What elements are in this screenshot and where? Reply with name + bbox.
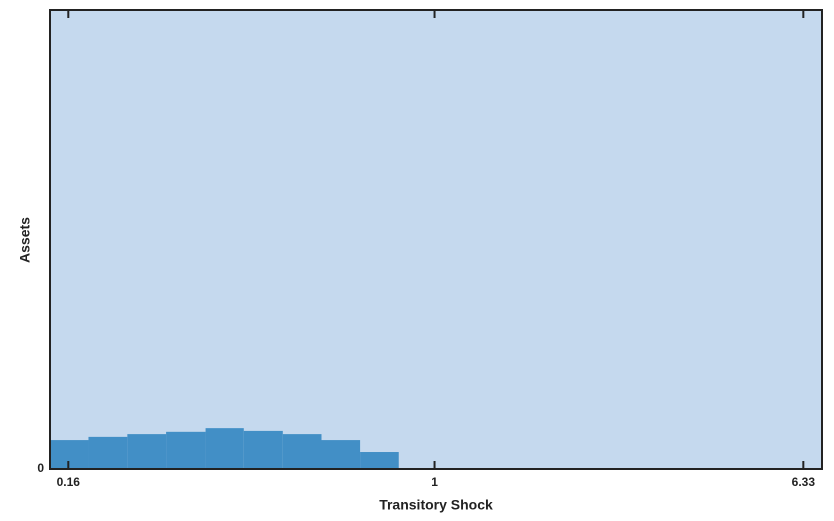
bar bbox=[360, 452, 399, 469]
y-tick-label: 0 bbox=[37, 461, 44, 475]
x-tick-label: 1 bbox=[431, 475, 438, 489]
bar bbox=[243, 430, 283, 469]
y-axis-title: Assets bbox=[17, 217, 33, 263]
bar bbox=[282, 434, 322, 469]
x-tick-label: 6.33 bbox=[792, 475, 816, 489]
bar bbox=[166, 431, 206, 469]
bar bbox=[205, 428, 244, 469]
plot-frame bbox=[49, 9, 823, 470]
bar bbox=[88, 436, 128, 469]
x-axis-title: Transitory Shock bbox=[379, 497, 493, 513]
bar bbox=[321, 440, 361, 469]
bar bbox=[127, 434, 167, 469]
x-tick-label: 0.16 bbox=[57, 475, 81, 489]
plot-background bbox=[50, 10, 822, 469]
